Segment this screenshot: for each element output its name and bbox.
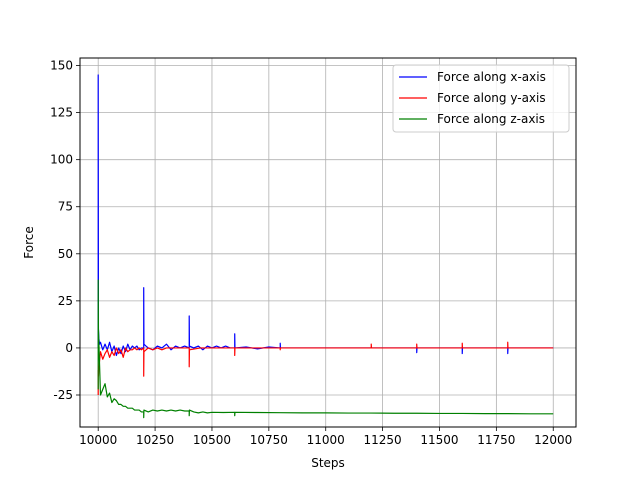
y-axis-label: Force	[22, 226, 36, 258]
x-tick-label: 10250	[136, 433, 174, 447]
plot-frame	[79, 57, 577, 428]
x-tick-label: 11500	[420, 433, 458, 447]
legend: Force along x-axis Force along y-axis Forc…	[392, 64, 570, 133]
y-tick-label: 100	[50, 153, 73, 167]
x-tick-label: 10000	[79, 433, 117, 447]
axis-ticks: 10000 10250 10500 10750 11000 11250 11500 11750…	[50, 59, 572, 447]
y-tick-label: 75	[58, 200, 73, 214]
legend-label: Force along y-axis	[437, 91, 546, 105]
series-line-3	[97, 279, 554, 419]
y-tick-label: 125	[50, 106, 73, 120]
y-tick-label: 150	[50, 59, 73, 73]
legend-box	[392, 64, 570, 133]
y-tick-label: 25	[58, 294, 73, 308]
series-layer	[97, 74, 554, 419]
x-tick-label: 12000	[534, 433, 572, 447]
x-tick-label: 11250	[364, 433, 402, 447]
y-tick-label: -25	[53, 388, 73, 402]
legend-label: Force along z-axis	[437, 112, 545, 126]
y-tick-label: 50	[58, 247, 73, 261]
x-tick-label: 10500	[193, 433, 231, 447]
x-axis-label: Steps	[311, 456, 345, 470]
x-tick-label: 11000	[307, 433, 345, 447]
legend-label: Force along x-axis	[437, 70, 546, 84]
series-line-2	[97, 341, 554, 395]
x-tick-label: 10750	[250, 433, 288, 447]
y-tick-label: 0	[65, 341, 73, 355]
x-tick-label: 11750	[477, 433, 515, 447]
